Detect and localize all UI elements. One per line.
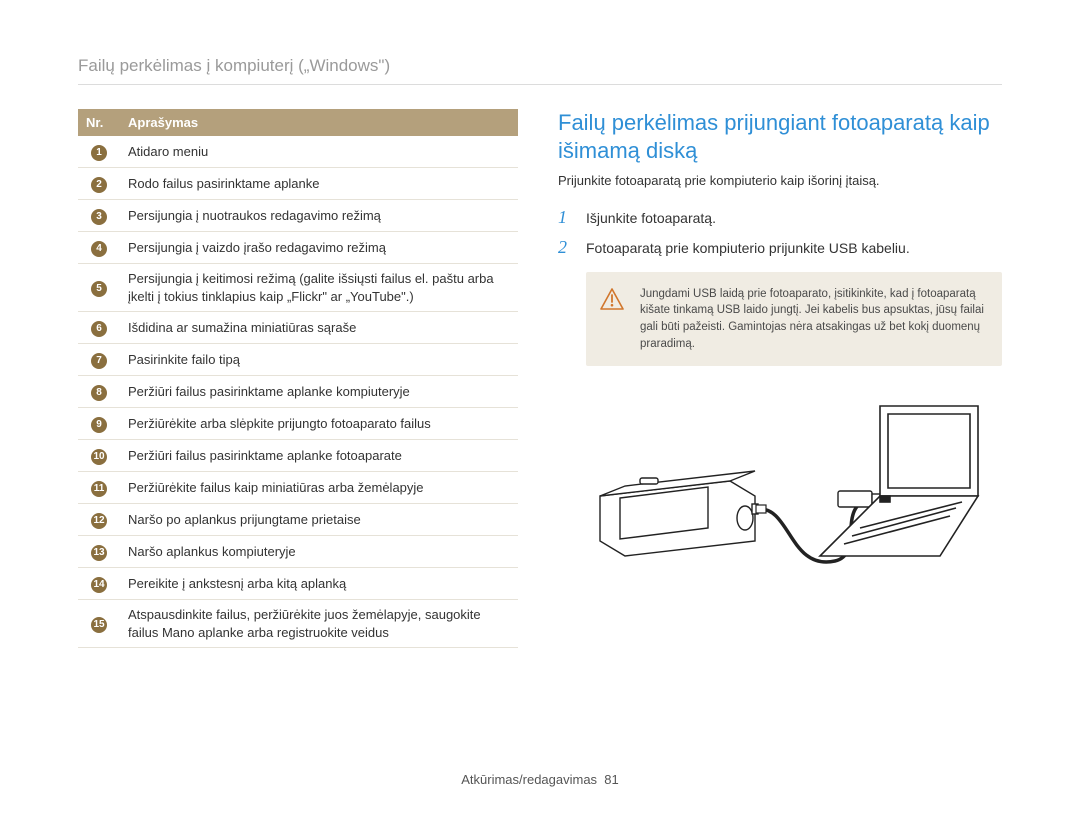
number-badge: 2 <box>91 177 107 193</box>
table-row: 14 Pereikite į ankstesnį arba kitą aplank… <box>78 568 518 600</box>
row-desc-cell: Pasirinkite failo tipą <box>120 344 518 376</box>
number-badge: 10 <box>91 449 107 465</box>
row-number-cell: 1 <box>78 136 120 168</box>
row-desc-cell: Atspausdinkite failus, peržiūrėkite juos… <box>120 600 518 648</box>
page-header: Failų perkėlimas į kompiuterį („Windows"… <box>78 56 1002 85</box>
content-columns: Nr. Aprašymas 1 Atidaro meniu 2 Rodo failus… <box>78 109 1002 648</box>
number-badge: 3 <box>91 209 107 225</box>
number-badge: 11 <box>91 481 107 497</box>
section-title: Failų perkėlimas prijungiant fotoaparatą… <box>558 109 1002 164</box>
number-badge: 4 <box>91 241 107 257</box>
number-badge: 6 <box>91 321 107 337</box>
row-desc-cell: Rodo failus pasirinktame aplanke <box>120 168 518 200</box>
number-badge: 14 <box>91 577 107 593</box>
table-row: 7 Pasirinkite failo tipą <box>78 344 518 376</box>
row-desc-cell: Persijungia į nuotraukos redagavimo reži… <box>120 200 518 232</box>
row-desc-cell: Persijungia į keitimosi režimą (galite i… <box>120 264 518 312</box>
table-row: 10 Peržiūri failus pasirinktame aplanke f… <box>78 440 518 472</box>
row-number-cell: 7 <box>78 344 120 376</box>
step-item: 1 Išjunkite fotoaparatą. <box>558 208 1002 228</box>
number-badge: 8 <box>91 385 107 401</box>
steps-list: 1 Išjunkite fotoaparatą. 2 Fotoaparatą p… <box>558 208 1002 258</box>
table-header-desc: Aprašymas <box>120 109 518 136</box>
number-badge: 5 <box>91 281 107 297</box>
row-number-cell: 5 <box>78 264 120 312</box>
row-number-cell: 2 <box>78 168 120 200</box>
table-row: 2 Rodo failus pasirinktame aplanke <box>78 168 518 200</box>
row-desc-cell: Naršo aplankus kompiuteryje <box>120 536 518 568</box>
row-desc-cell: Persijungia į vaizdo įrašo redagavimo re… <box>120 232 518 264</box>
laptop-icon <box>820 406 978 556</box>
number-badge: 9 <box>91 417 107 433</box>
row-desc-cell: Atidaro meniu <box>120 136 518 168</box>
table-row: 3 Persijungia į nuotraukos redagavimo rež… <box>78 200 518 232</box>
number-badge: 7 <box>91 353 107 369</box>
step-text: Fotoaparatą prie kompiuterio prijunkite … <box>586 238 1002 258</box>
table-row: 15 Atspausdinkite failus, peržiūrėkite ju… <box>78 600 518 648</box>
step-item: 2 Fotoaparatą prie kompiuterio prijunkit… <box>558 238 1002 258</box>
row-number-cell: 12 <box>78 504 120 536</box>
table-row: 4 Persijungia į vaizdo įrašo redagavimo r… <box>78 232 518 264</box>
row-number-cell: 9 <box>78 408 120 440</box>
number-badge: 12 <box>91 513 107 529</box>
step-text: Išjunkite fotoaparatą. <box>586 208 1002 228</box>
right-column: Failų perkėlimas prijungiant fotoaparatą… <box>558 109 1002 648</box>
table-row: 1 Atidaro meniu <box>78 136 518 168</box>
table-header-nr: Nr. <box>78 109 120 136</box>
table-row: 6 Išdidina ar sumažina miniatiūras sąraše <box>78 312 518 344</box>
row-number-cell: 8 <box>78 376 120 408</box>
row-number-cell: 14 <box>78 568 120 600</box>
table-row: 12 Naršo po aplankus prijungtame prietais… <box>78 504 518 536</box>
row-number-cell: 15 <box>78 600 120 648</box>
number-badge: 1 <box>91 145 107 161</box>
table-row: 9 Peržiūrėkite arba slėpkite prijungto fo… <box>78 408 518 440</box>
row-number-cell: 4 <box>78 232 120 264</box>
number-badge: 15 <box>91 617 107 633</box>
section-subtitle: Prijunkite fotoaparatą prie kompiuterio … <box>558 172 1002 190</box>
table-row: 5 Persijungia į keitimosi režimą (galite … <box>78 264 518 312</box>
row-desc-cell: Peržiūri failus pasirinktame aplanke fot… <box>120 440 518 472</box>
left-column: Nr. Aprašymas 1 Atidaro meniu 2 Rodo failus… <box>78 109 518 648</box>
footer-section: Atkūrimas/redagavimas <box>461 772 597 787</box>
row-desc-cell: Peržiūrėkite failus kaip miniatiūras arb… <box>120 472 518 504</box>
row-number-cell: 6 <box>78 312 120 344</box>
footer-page: 81 <box>604 772 618 787</box>
row-desc-cell: Peržiūrėkite arba slėpkite prijungto fot… <box>120 408 518 440</box>
row-number-cell: 13 <box>78 536 120 568</box>
step-number: 2 <box>558 238 574 258</box>
row-desc-cell: Naršo po aplankus prijungtame prietaise <box>120 504 518 536</box>
description-table: Nr. Aprašymas 1 Atidaro meniu 2 Rodo failus… <box>78 109 518 648</box>
camera-icon <box>600 471 758 556</box>
table-row: 13 Naršo aplankus kompiuteryje <box>78 536 518 568</box>
warning-icon <box>600 286 626 353</box>
step-number: 1 <box>558 208 574 228</box>
connection-diagram <box>558 386 1002 591</box>
row-number-cell: 10 <box>78 440 120 472</box>
warning-text: Jungdami USB laidą prie fotoaparato, įsi… <box>640 286 986 353</box>
row-desc-cell: Pereikite į ankstesnį arba kitą aplanką <box>120 568 518 600</box>
row-desc-cell: Išdidina ar sumažina miniatiūras sąraše <box>120 312 518 344</box>
warning-box: Jungdami USB laidą prie fotoaparato, įsi… <box>586 272 1002 367</box>
page-footer: Atkūrimas/redagavimas 81 <box>0 772 1080 787</box>
row-desc-cell: Peržiūri failus pasirinktame aplanke kom… <box>120 376 518 408</box>
number-badge: 13 <box>91 545 107 561</box>
row-number-cell: 11 <box>78 472 120 504</box>
table-row: 11 Peržiūrėkite failus kaip miniatiūras a… <box>78 472 518 504</box>
row-number-cell: 3 <box>78 200 120 232</box>
table-row: 8 Peržiūri failus pasirinktame aplanke ko… <box>78 376 518 408</box>
